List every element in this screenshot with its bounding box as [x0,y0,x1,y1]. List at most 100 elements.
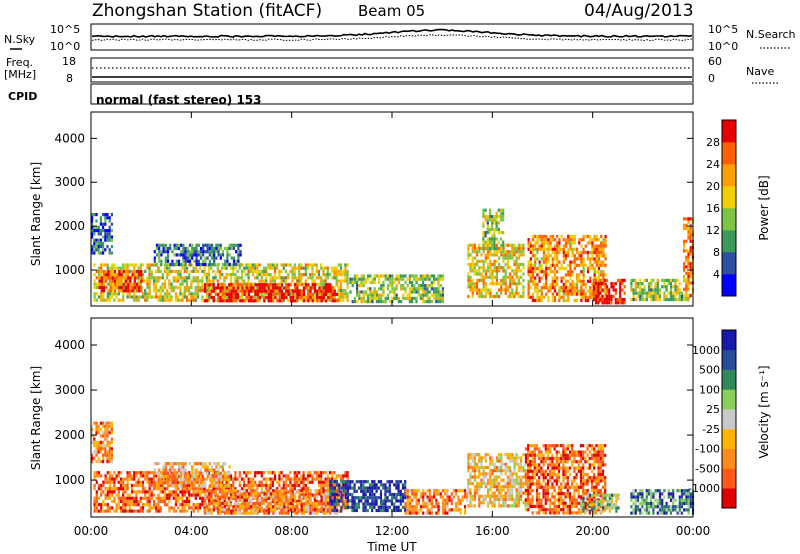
heatmap-cell [536,286,539,290]
heatmap-cell [241,292,244,296]
heatmap-cell [591,295,594,299]
heatmap-cell [239,243,242,247]
heatmap-cell [520,262,523,267]
heatmap-cell [441,293,444,297]
heatmap-cell [278,490,281,494]
heatmap-cell [116,282,119,286]
heatmap-cell [120,286,123,290]
heatmap-cell [499,243,503,247]
heatmap-cell [276,489,279,493]
heatmap-cell [120,276,123,280]
heatmap-cell [217,471,220,475]
heatmap-cell [331,471,334,475]
heatmap-cell [269,283,273,287]
heatmap-cell [513,253,516,257]
heatmap-cell [545,260,548,264]
heatmap-cell [252,289,255,293]
heatmap-cell [540,244,543,248]
heatmap-cell [137,471,140,475]
heatmap-cell [344,292,347,296]
heatmap-cell [486,221,489,225]
heatmap-cell [223,501,226,506]
heatmap-cell [484,253,487,257]
heatmap-cell [108,480,112,484]
heatmap-cell [368,496,372,500]
heatmap-cell [604,289,607,293]
heatmap-cell [158,250,161,254]
heatmap-cell [386,287,389,291]
heatmap-cell [146,509,149,513]
heatmap-cell [193,484,196,488]
heatmap-cell [497,221,500,225]
heatmap-cell [166,474,170,479]
heatmap-cell [294,495,297,499]
heatmap-cell [208,243,211,247]
heatmap-cell [166,253,170,257]
heatmap-cell [382,290,385,294]
heatmap-cell [196,292,200,296]
heatmap-cell [158,484,161,488]
heatmap-cell [309,480,312,484]
heatmap-cell [498,246,501,251]
heatmap-cell [93,241,96,245]
heatmap-cell [166,496,169,500]
heatmap-cell [294,492,297,496]
heatmap-cell [146,282,149,286]
heatmap-cell [545,241,548,245]
heatmap-cell [124,503,127,507]
heatmap-cell [157,289,160,293]
heatmap-cell [667,291,670,295]
heatmap-cell [180,465,183,469]
heatmap-cell [137,509,140,513]
heatmap-cell [284,506,288,510]
heatmap-cell [291,269,294,273]
heatmap-cell [280,292,284,296]
heatmap-cell [484,231,487,235]
y-tick-label: 3000 [54,175,85,189]
heatmap-cell [104,232,107,236]
heatmap-cell [239,262,242,267]
heatmap-cell [196,285,200,289]
heatmap-cell [108,490,112,494]
date-label: 04/Aug/2013 [584,1,694,21]
heatmap-cell [117,292,120,296]
heatmap-cell [511,288,514,292]
heatmap-cell [426,300,429,304]
heatmap-cell [495,272,498,276]
heatmap-cell [230,498,233,502]
heatmap-cell [493,275,496,279]
heatmap-cell [194,493,197,497]
heatmap-cell [186,256,189,260]
heatmap-cell [108,238,111,242]
heatmap-cell [558,260,561,264]
heatmap-cell [386,499,389,503]
heatmap-cell [592,278,595,282]
heatmap-cell [586,241,590,245]
heatmap-cell [119,509,123,513]
heatmap-cell [413,290,416,294]
heatmap-cell [247,273,250,277]
heatmap-cell [399,492,402,497]
colorbar-tick-label: 24 [706,158,720,171]
heatmap-cell [223,295,226,299]
heatmap-cell [219,511,222,515]
heatmap-cell [258,492,262,496]
heatmap-cell [399,480,402,484]
heatmap-cell [355,502,358,506]
heatmap-cell [326,269,329,273]
heatmap-cell [241,283,244,287]
heatmap-cell [639,291,642,295]
heatmap-cell [663,298,666,302]
heatmap-cell [206,256,209,260]
heatmap-cell [137,499,140,504]
heatmap-cell [536,234,539,239]
heatmap-cell [437,287,440,291]
heatmap-cell [272,286,275,290]
heatmap-cell [258,298,261,302]
heatmap-cell [280,283,284,287]
heatmap-cell [397,300,400,304]
heatmap-cell [476,272,479,276]
heatmap-cell [190,483,193,488]
heatmap-cell [148,499,151,504]
heatmap-cell [155,474,158,478]
